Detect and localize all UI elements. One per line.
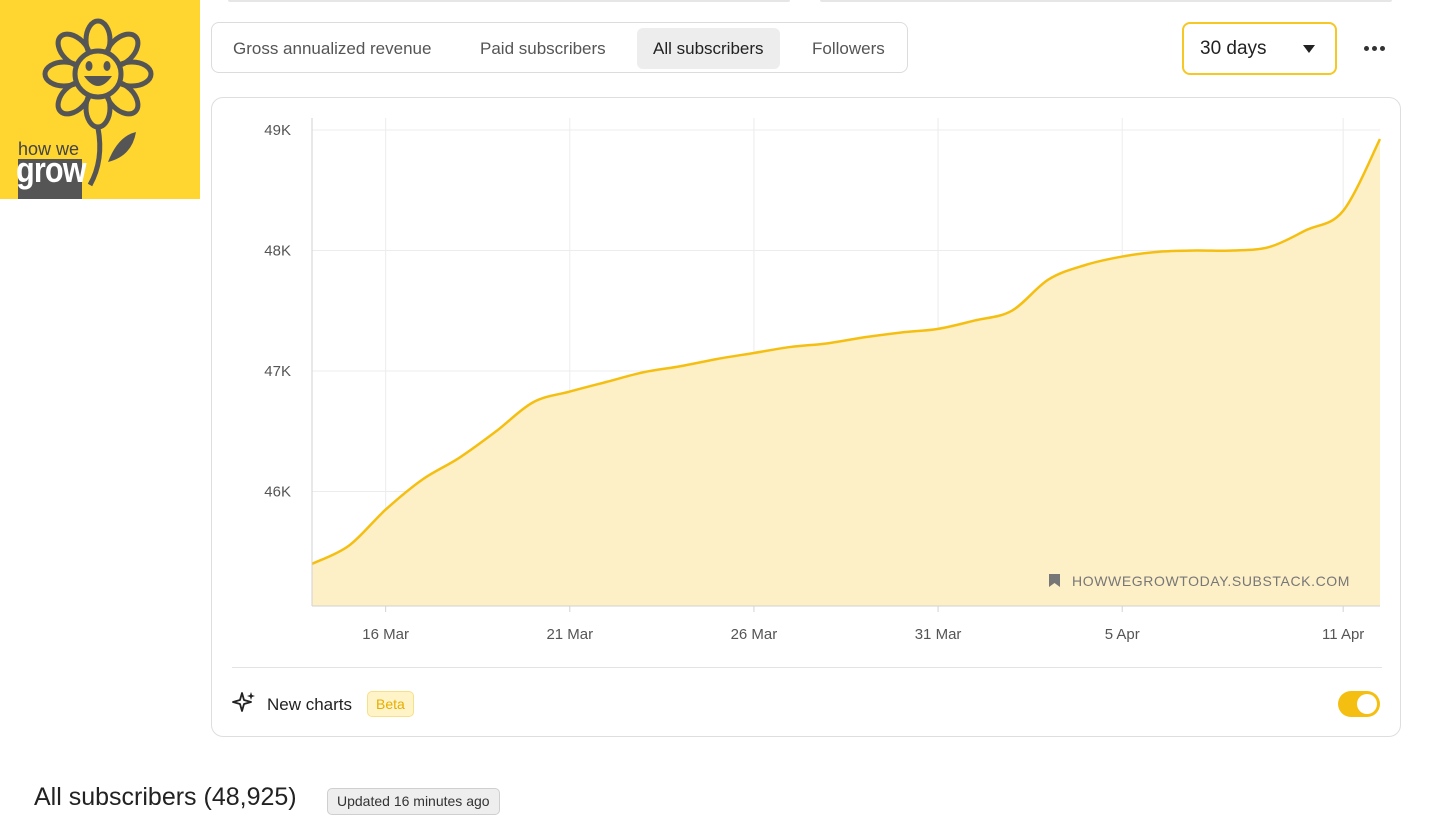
subscriber-count-title: All subscribers (48,925) [34, 783, 297, 811]
date-range-value: 30 days [1200, 38, 1267, 59]
previous-section-edge-left [228, 0, 790, 2]
chart-axes [311, 118, 1380, 607]
date-range-select[interactable]: 30 days [1182, 22, 1337, 75]
beta-badge: Beta [367, 691, 414, 717]
watermark: HOWWEGROWTODAY.SUBSTACK.COM [1049, 573, 1350, 589]
chart-x-tick-labels: 16 Mar 21 Mar 26 Mar 31 Mar 5 Apr 11 Apr [362, 606, 1364, 643]
x-tick-label: 31 Mar [915, 626, 962, 643]
x-tick-label: 16 Mar [362, 626, 409, 643]
toggle-knob [1357, 694, 1377, 714]
x-tick-label: 26 Mar [731, 626, 778, 643]
new-charts-toggle[interactable] [1338, 691, 1380, 717]
caret-down-icon [1303, 45, 1315, 53]
watermark-text: HOWWEGROWTODAY.SUBSTACK.COM [1072, 573, 1350, 589]
updated-badge: Updated 16 minutes ago [327, 788, 500, 815]
chart-card: 46K 47K 48K 49K 16 Mar 21 Mar 26 Mar 31 Mar 5 A… [211, 97, 1401, 737]
new-charts-label: New charts [267, 695, 353, 714]
tab-all-subscribers[interactable]: All subscribers [637, 28, 780, 69]
brand-logo: how we grow [0, 0, 200, 199]
tab-gross-annualized-revenue[interactable]: Gross annualized revenue [233, 39, 432, 58]
chart-y-tick-labels: 46K 47K 48K 49K [264, 122, 291, 500]
x-tick-label: 21 Mar [546, 626, 593, 643]
y-tick-label: 47K [264, 363, 291, 380]
x-tick-label: 11 Apr [1322, 626, 1364, 643]
sparkle-icon [232, 692, 255, 712]
chart-series-line [311, 138, 1382, 565]
ellipsis-icon-dot-1 [1364, 46, 1369, 51]
x-tick-label: 5 Apr [1105, 626, 1140, 643]
ellipsis-icon-dot-2 [1372, 46, 1377, 51]
tab-followers[interactable]: Followers [812, 39, 885, 58]
tab-paid-subscribers[interactable]: Paid subscribers [480, 39, 606, 58]
chart-area-fill [312, 139, 1380, 606]
previous-section-edge-right [820, 0, 1392, 2]
logo-text-top: how we [18, 139, 80, 159]
card-divider [232, 667, 1382, 668]
logo-text-bottom: grow [16, 149, 87, 190]
y-tick-label: 49K [264, 122, 291, 139]
bookmark-icon [1049, 574, 1060, 587]
subscriber-chart: 46K 47K 48K 49K 16 Mar 21 Mar 26 Mar 31 Mar 5 A… [264, 118, 1382, 643]
more-options-button[interactable] [1356, 34, 1394, 64]
sunflower-logo-icon [18, 18, 154, 199]
ellipsis-icon-dot-3 [1380, 46, 1385, 51]
metric-tabs: Gross annualized revenue Paid subscriber… [211, 22, 908, 73]
y-tick-label: 46K [264, 484, 291, 501]
y-tick-label: 48K [264, 243, 291, 260]
